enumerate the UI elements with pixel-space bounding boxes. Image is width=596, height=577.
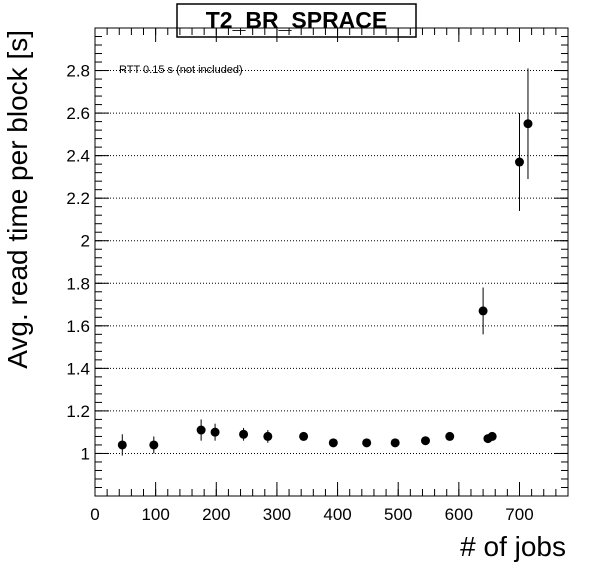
x-tick-label: 700 bbox=[505, 505, 533, 524]
x-tick-label: 0 bbox=[90, 505, 99, 524]
data-point bbox=[523, 119, 533, 129]
y-tick-label: 2.4 bbox=[66, 147, 90, 166]
x-axis-title: # of jobs bbox=[460, 531, 566, 562]
plot-frame bbox=[94, 27, 569, 497]
y-tick-label: 2 bbox=[81, 232, 90, 251]
data-point bbox=[487, 431, 497, 441]
data-point bbox=[478, 306, 488, 316]
data-point bbox=[390, 438, 400, 448]
y-tick-label: 1.2 bbox=[66, 402, 90, 421]
chart-title: T2_BR_SPRACE bbox=[206, 7, 388, 33]
y-tick-label: 2.2 bbox=[66, 189, 90, 208]
data-point bbox=[328, 438, 338, 448]
tick-labels: 1 1.2 1.4 1.6 1.8 2 2.2 2.4 2.6 2.8 0 100 200 300 400 5… bbox=[66, 62, 533, 524]
data-points bbox=[117, 68, 533, 456]
y-tick-label: 2.8 bbox=[66, 62, 90, 81]
data-point bbox=[420, 436, 430, 446]
data-point bbox=[239, 429, 249, 439]
x-tick-label: 200 bbox=[202, 505, 230, 524]
data-point bbox=[445, 431, 455, 441]
data-point bbox=[210, 427, 220, 437]
data-point bbox=[117, 440, 127, 450]
y-tick-label: 2.6 bbox=[66, 104, 90, 123]
data-point bbox=[362, 438, 372, 448]
title-box bbox=[176, 3, 417, 38]
data-point bbox=[263, 431, 273, 441]
y-tick-label: 1.6 bbox=[66, 317, 90, 336]
data-point bbox=[149, 440, 159, 450]
x-tick-label: 300 bbox=[263, 505, 291, 524]
data-point bbox=[196, 425, 206, 435]
x-tick-label: 500 bbox=[384, 505, 412, 524]
rtt-annotation: RTT 0.15 s (not included) bbox=[119, 64, 243, 76]
y-tick-label: 1.8 bbox=[66, 274, 90, 293]
x-tick-label: 600 bbox=[445, 505, 473, 524]
y-axis-title: Avg. read time per block [s] bbox=[2, 30, 33, 369]
data-point bbox=[514, 157, 524, 167]
y-tick-label: 1 bbox=[81, 444, 90, 463]
data-point bbox=[299, 431, 309, 441]
axis-ticks bbox=[94, 27, 569, 497]
y-tick-label: 1.4 bbox=[66, 359, 90, 378]
grid-lines bbox=[95, 70, 568, 454]
x-tick-label: 400 bbox=[323, 505, 351, 524]
x-tick-label: 100 bbox=[141, 505, 169, 524]
